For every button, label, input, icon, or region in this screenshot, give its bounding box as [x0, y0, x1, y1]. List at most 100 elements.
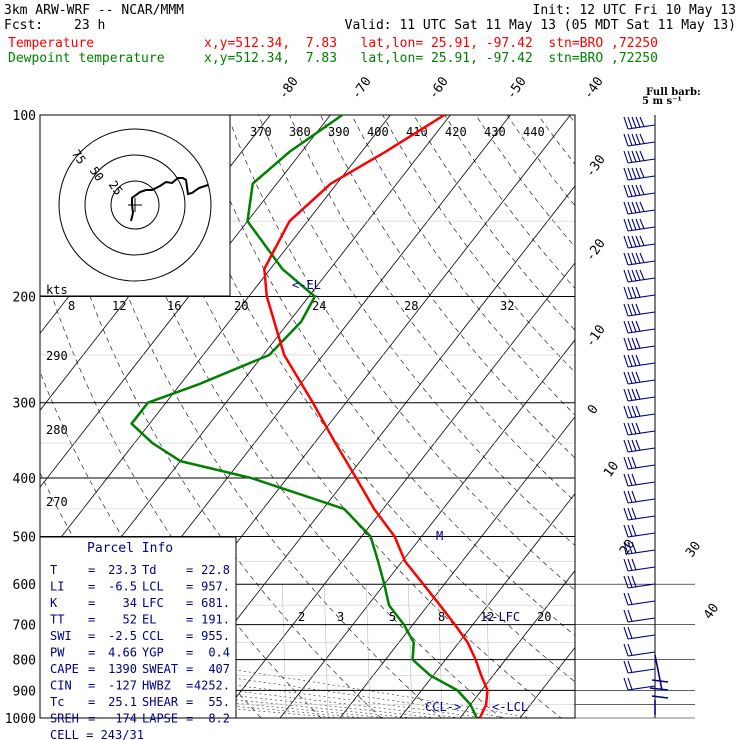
moist-adiabat-label: 28 [404, 299, 418, 313]
parcel-param-name: Td [142, 563, 156, 577]
parcel-equals: = [88, 662, 95, 676]
parcel-equals: = [88, 679, 95, 693]
parcel-param-value: -127 [108, 679, 137, 693]
parcel-param-name: CCL [142, 629, 164, 643]
wind-barb [623, 473, 656, 487]
parcel-equals: = [186, 580, 193, 594]
wind-barb [623, 660, 656, 674]
theta-label: 430 [484, 125, 506, 139]
parcel-equals: = [186, 662, 193, 676]
dry-adiabat [320, 115, 575, 459]
parcel-param-name: EL [142, 613, 156, 627]
parcel-param-value: 25.1 [108, 695, 137, 709]
dry-adiabat [195, 115, 575, 636]
parcel-info-box: Parcel Info T = 23.3 Td = 22.8 LI = -6.5 LCL = 957.… [39, 536, 237, 740]
barb-legend-line2: 5 m s⁻¹ [642, 96, 682, 107]
isotherm-label: -10 [583, 322, 609, 350]
hodograph-inset: 75 50 25 kts [39, 114, 231, 297]
isotherm-label: -40 [581, 74, 607, 102]
mixing-ratio-label: 8 [438, 610, 445, 624]
wind-barb [623, 592, 656, 606]
parcel-equals: = [88, 629, 95, 643]
isotherm-line [459, 569, 575, 718]
wind-barb [623, 388, 656, 402]
parcel-param-value: 4252. [194, 679, 230, 693]
theta-label-low: 290 [46, 349, 68, 363]
parcel-equals: = [186, 646, 193, 660]
parcel-equals: = [186, 712, 193, 726]
dry-adiabat [506, 115, 575, 206]
wind-barb [623, 252, 656, 266]
sounding-traces [130, 113, 489, 719]
temperature-legend-label: Temperature [8, 36, 95, 51]
parcel-param-value: 0.4 [208, 646, 230, 660]
freezing-marker: M [436, 529, 443, 543]
pressure-label: 600 [13, 578, 36, 593]
dewpoint-legend-info: x,y=512.34, 7.83 lat,lon= 25.91, -97.42 … [204, 51, 658, 66]
mixing-ratio-line [324, 584, 329, 718]
wind-barb [623, 303, 656, 317]
theta-label-low: 280 [46, 423, 68, 437]
parcel-param-value: 1390 [108, 662, 137, 676]
mixing-ratio-label: 5 [389, 610, 396, 624]
moist-adiabat-label: 8 [68, 299, 75, 313]
parcel-param-name: K [50, 596, 58, 610]
forecast-hours: 23 h [74, 18, 106, 33]
hodograph-ring-label-25: 25 [106, 178, 126, 198]
parcel-equals: = [88, 563, 95, 577]
dry-adiabat [579, 87, 740, 730]
wind-barb [623, 422, 656, 436]
theta-label-low: 270 [46, 495, 68, 509]
isotherm-label: 0 [585, 402, 602, 417]
lfc-marker: <-LFC [484, 610, 520, 624]
dry-adiabat [289, 115, 575, 502]
wind-barb [623, 354, 656, 368]
parcel-param-value: 957. [201, 580, 230, 594]
moist-adiabat-label: 32 [500, 299, 514, 313]
wind-barb [623, 320, 656, 334]
isotherm-line [339, 416, 575, 718]
wind-barb [623, 575, 656, 589]
hodograph-ring-25 [110, 180, 160, 230]
isotherm-label: -50 [504, 74, 530, 102]
mixing-ratio-line [282, 584, 287, 718]
isotherm-line [40, 115, 391, 565]
hodograph-ring-50 [84, 154, 186, 256]
mixing-ratio-label: 12 [480, 610, 494, 624]
mixing-ratio-label: 20 [537, 610, 551, 624]
wind-barb [623, 558, 656, 572]
wind-barbs [623, 116, 669, 715]
dry-adiabat [71, 115, 442, 718]
wind-barb [623, 626, 656, 640]
parcel-param-value: 955. [201, 629, 230, 643]
hodograph-ring-label-75: 75 [69, 147, 89, 167]
pressure-label: 900 [13, 684, 36, 699]
isotherm-label: -80 [276, 74, 302, 102]
mixing-ratio-line [438, 584, 443, 718]
parcel-param-value: 681. [201, 596, 230, 610]
isotherm-line [279, 339, 575, 718]
hodograph-units: kts [46, 283, 68, 297]
isotherm-line [519, 646, 575, 718]
wind-barb [623, 524, 656, 538]
dry-adiabat [258, 115, 575, 546]
isotherm-label: -30 [583, 152, 609, 180]
wind-barb [623, 371, 656, 385]
parcel-equals: = [88, 712, 95, 726]
init-time: Init: 12 UTC Fri 10 May 13 [532, 3, 737, 18]
hodograph-ring-75 [58, 128, 212, 282]
moist-adiabat-label: 16 [167, 299, 181, 313]
isotherm-label: -20 [583, 236, 609, 264]
isotherm-line [159, 185, 575, 718]
pressure-label: 100 [13, 109, 36, 124]
parcel-param-value: 8.2 [208, 712, 230, 726]
parcel-info-table: T = 23.3 Td = 22.8 LI = -6.5 LCL = 957. K = 34 LFC = 681.… [50, 563, 230, 740]
parcel-param-value: 407 [208, 662, 230, 676]
parcel-param-name: TT [50, 613, 64, 627]
isotherm-line [40, 115, 331, 488]
mixing-ratio-line [486, 584, 491, 718]
wind-barb [623, 609, 656, 623]
forecast-label: Fcst: [4, 18, 44, 33]
parcel-param-name: LAPSE [142, 712, 178, 726]
